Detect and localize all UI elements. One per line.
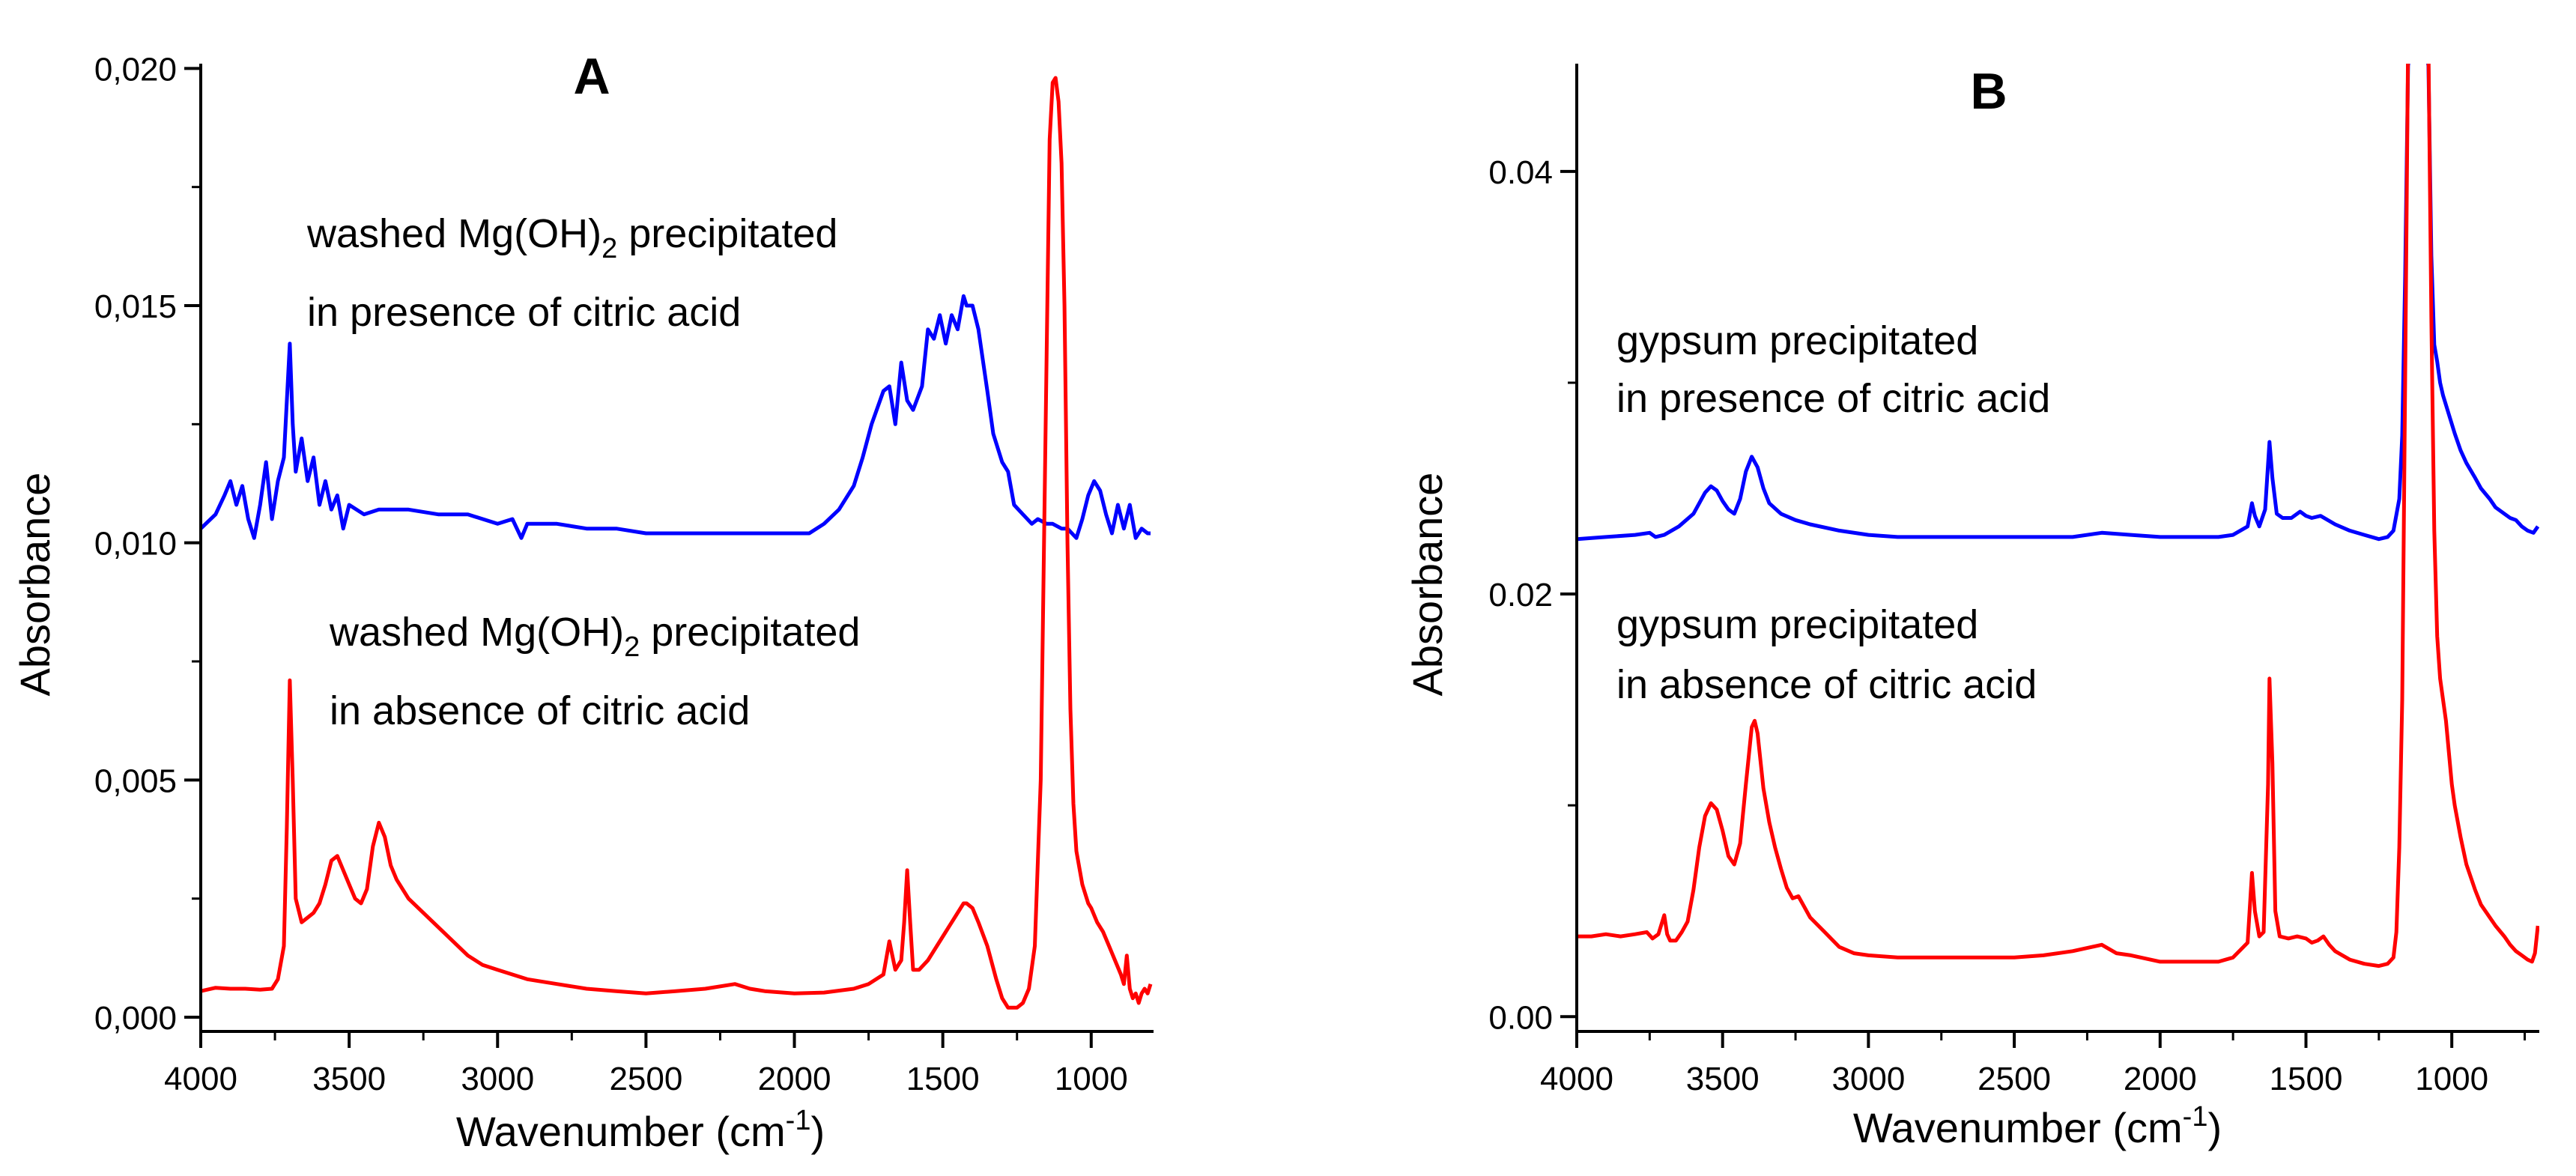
x-tick-label: 1500 bbox=[2270, 1061, 2343, 1097]
annotation-line-1: gypsum precipitated bbox=[1616, 602, 1978, 647]
x-tick-label: 3000 bbox=[1831, 1061, 1905, 1097]
series-line-upper bbox=[1577, 64, 2539, 542]
y-tick-label: 0.02 bbox=[1488, 577, 1553, 613]
y-axis-title: Absorbance bbox=[11, 473, 58, 697]
annotation-upper: gypsum precipitated in presence of citric… bbox=[1616, 318, 2050, 421]
annotation-upper: washed Mg(OH)2 precipitated in presence o… bbox=[306, 211, 837, 335]
x-tick-label: 2500 bbox=[609, 1061, 682, 1097]
y-tick-label: 0,015 bbox=[94, 288, 177, 325]
annotation-lower: gypsum precipitated in absence of citric … bbox=[1616, 602, 2037, 707]
x-tick-label: 4000 bbox=[1540, 1061, 1613, 1097]
series-line-upper bbox=[201, 294, 1151, 540]
annotation-line-2: in absence of citric acid bbox=[1616, 662, 2037, 707]
series-line-lower bbox=[201, 76, 1153, 1010]
panel-label: A bbox=[573, 48, 610, 105]
x-tick-label: 3500 bbox=[1686, 1061, 1760, 1097]
x-tick-label: 1000 bbox=[2415, 1061, 2488, 1097]
y-tick-label: 0,005 bbox=[94, 763, 177, 799]
x-tick-label: 1500 bbox=[906, 1061, 980, 1097]
annotation-line-2: in presence of citric acid bbox=[307, 290, 741, 335]
annotation-line-2: in presence of citric acid bbox=[1616, 376, 2050, 421]
x-tick-label: 3000 bbox=[461, 1061, 534, 1097]
x-tick-label: 2000 bbox=[2124, 1061, 2197, 1097]
y-tick-label: 0,020 bbox=[94, 51, 177, 88]
x-tick-label: 3500 bbox=[312, 1061, 386, 1097]
y-tick-label: 0.00 bbox=[1488, 999, 1553, 1036]
x-axis-title: Wavenumber (cm-1) bbox=[1853, 1101, 2222, 1151]
annotation-line-1: washed Mg(OH)2 precipitated bbox=[306, 211, 837, 264]
series-line-lower bbox=[1577, 64, 2539, 969]
x-tick-label: 2000 bbox=[758, 1061, 831, 1097]
x-tick-label: 4000 bbox=[164, 1061, 237, 1097]
x-tick-label: 2500 bbox=[1978, 1061, 2051, 1097]
panel-label: B bbox=[1970, 63, 2007, 120]
x-axis-title: Wavenumber (cm-1) bbox=[456, 1105, 825, 1155]
y-tick-label: 0.04 bbox=[1488, 154, 1553, 191]
annotation-line-1: washed Mg(OH)2 precipitated bbox=[329, 610, 860, 663]
y-tick-label: 0,010 bbox=[94, 526, 177, 563]
annotation-line-2: in absence of citric acid bbox=[330, 688, 750, 733]
annotation-lower: washed Mg(OH)2 precipitated in absence of… bbox=[329, 610, 860, 733]
x-tick-label: 1000 bbox=[1055, 1061, 1128, 1097]
annotation-line-1: gypsum precipitated bbox=[1616, 318, 1978, 363]
panel-b: 4000 3500 3000 2500 2000 1500 1000 0.00 0.02 0.04… bbox=[1404, 63, 2539, 1151]
y-tick-label: 0,000 bbox=[94, 1000, 177, 1037]
panel-a: 4000 3500 3000 2500 2000 1500 1000 0,000 0,005 0,… bbox=[11, 48, 1154, 1155]
y-axis-title: Absorbance bbox=[1404, 473, 1451, 697]
